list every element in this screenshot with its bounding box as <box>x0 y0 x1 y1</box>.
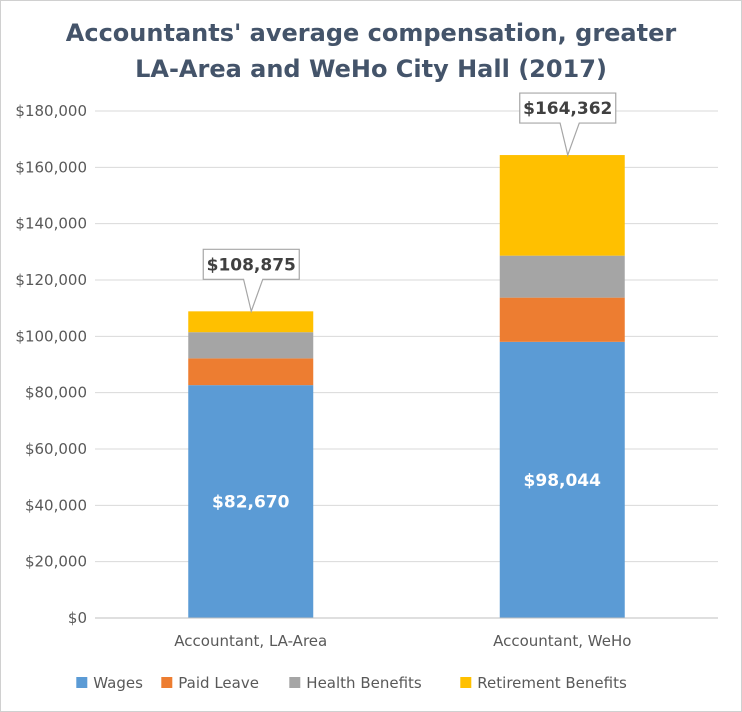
legend-label: Retirement Benefits <box>477 674 627 692</box>
y-tick-label: $140,000 <box>15 215 87 233</box>
y-tick-label: $100,000 <box>15 327 87 345</box>
chart-title: Accountants' average compensation, great… <box>65 19 677 83</box>
y-tick-label: $60,000 <box>25 440 87 458</box>
total-data-label: $164,362 <box>523 99 612 119</box>
total-data-label: $108,875 <box>207 255 296 275</box>
callout-box <box>202 248 300 314</box>
bar-segment-wages <box>499 341 625 618</box>
total-callout: $164,362 <box>519 92 617 158</box>
legend-swatch <box>460 677 472 688</box>
legend-swatch <box>161 677 173 688</box>
legend-item: Wages <box>76 674 143 692</box>
bar-segment-health-benefits <box>188 332 314 359</box>
y-tick-label: $120,000 <box>15 271 87 289</box>
legend-swatch <box>289 677 301 688</box>
legend-item: Health Benefits <box>289 674 422 692</box>
legend-item: Retirement Benefits <box>460 674 627 692</box>
bar-segment-retirement-benefits <box>499 155 625 256</box>
y-tick-label: $40,000 <box>25 496 87 514</box>
x-tick-label: Accountant, LA-Area <box>174 632 327 650</box>
legend-swatch <box>76 677 88 688</box>
legend-item: Paid Leave <box>161 674 259 692</box>
y-tick-label: $0 <box>68 609 87 627</box>
wages-data-label: $82,670 <box>212 493 290 513</box>
bar-segment-retirement-benefits <box>188 311 314 333</box>
y-tick-label: $160,000 <box>15 158 87 176</box>
y-tick-label: $180,000 <box>15 102 87 120</box>
bar-segment-paid-leave <box>499 297 625 342</box>
y-tick-label: $80,000 <box>25 384 87 402</box>
y-tick-label: $20,000 <box>25 553 87 571</box>
bar-segment-paid-leave <box>188 358 314 386</box>
total-callout: $108,875 <box>202 248 300 314</box>
legend-label: Wages <box>93 674 143 692</box>
callout-box <box>519 92 617 158</box>
bar-segment-health-benefits <box>499 255 625 298</box>
wages-data-label: $98,044 <box>524 471 602 491</box>
x-tick-label: Accountant, WeHo <box>493 632 631 650</box>
legend-label: Paid Leave <box>178 674 259 692</box>
bar-segment-wages <box>188 385 314 618</box>
legend-label: Health Benefits <box>306 674 422 692</box>
